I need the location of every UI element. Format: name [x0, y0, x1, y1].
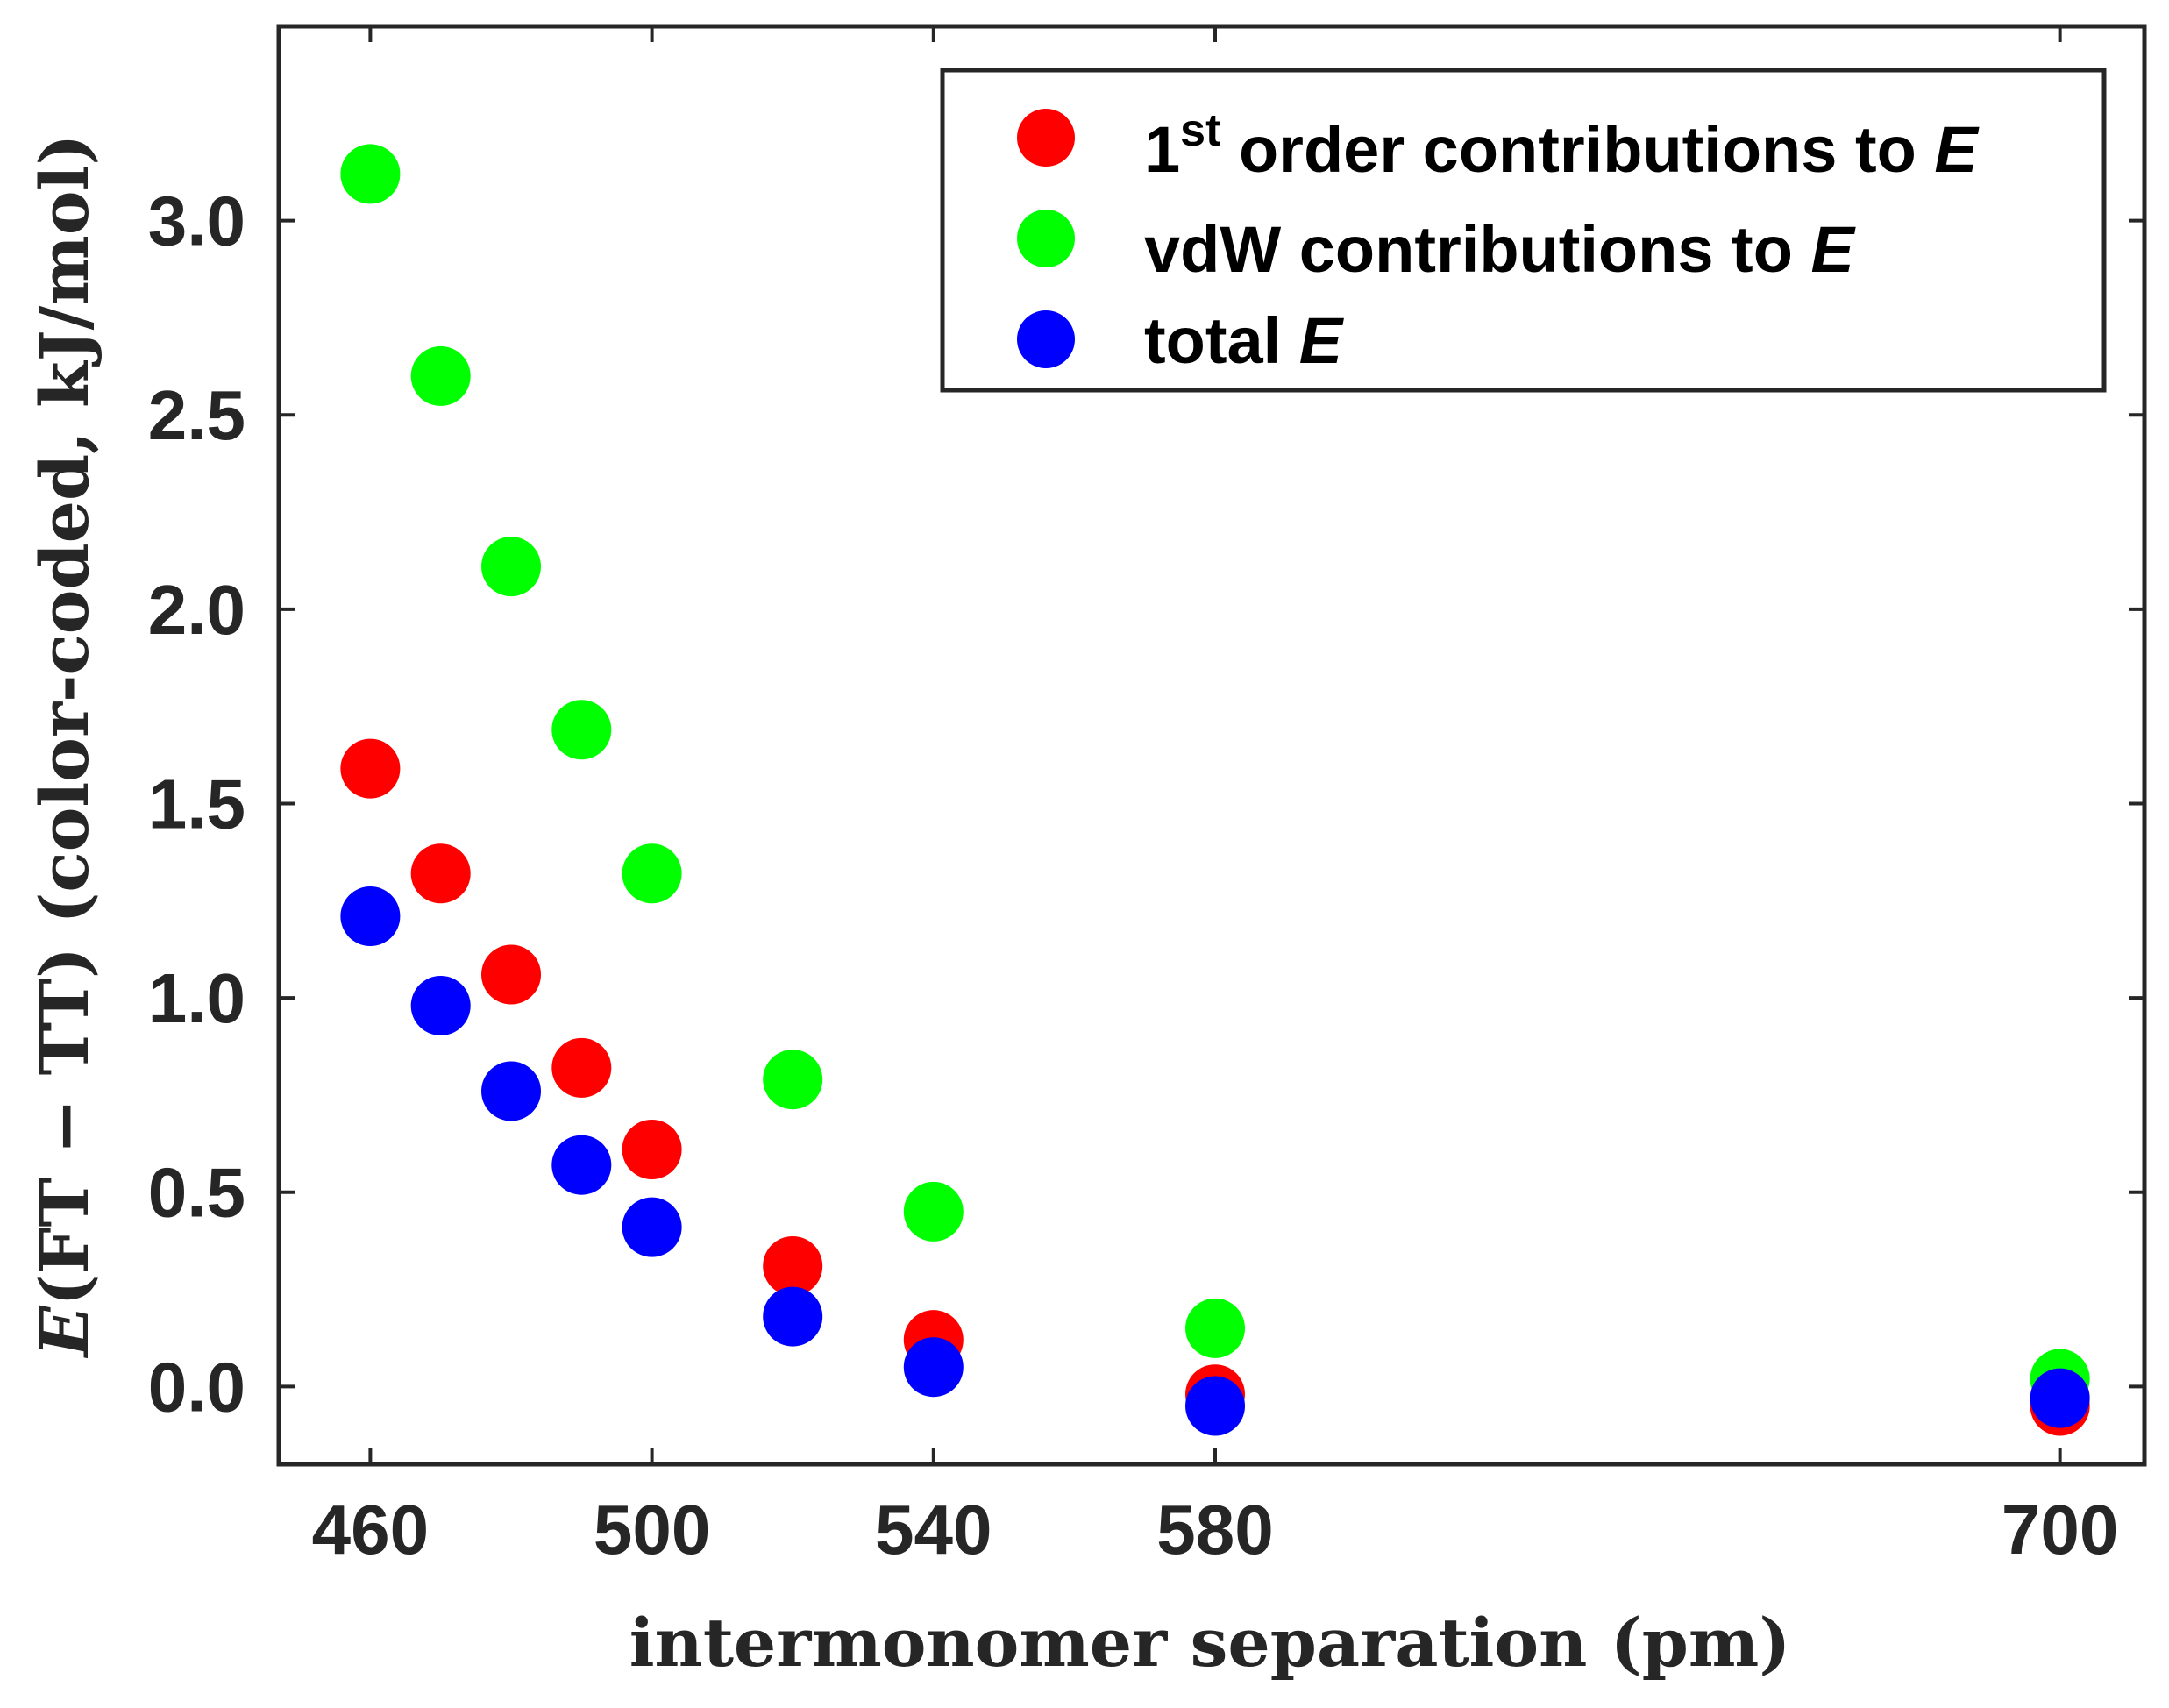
y-tick-label: 0.5 — [148, 1154, 245, 1232]
y-axis-title-symbol: E — [25, 1305, 103, 1358]
legend-label-total: total E — [1144, 304, 1345, 377]
data-points — [340, 144, 2090, 1436]
data-point — [340, 144, 401, 204]
x-tick-label: 460 — [312, 1491, 429, 1569]
data-point — [551, 1135, 612, 1195]
x-tick-label: 500 — [594, 1491, 710, 1569]
y-tick-label: 2.5 — [148, 376, 245, 454]
y-tick-label: 3.0 — [148, 182, 245, 260]
y-axis-title: E(FT − TT) (color-coded, kJ/mol) — [25, 134, 103, 1359]
data-point — [763, 1286, 823, 1347]
y-tick-label: 0.0 — [148, 1348, 245, 1426]
data-point — [622, 843, 682, 904]
legend-box — [940, 68, 2107, 393]
series-2 — [340, 886, 2090, 1436]
y-tick-labels: 0.0 0.5 1.0 1.5 2.0 2.5 3.0 — [148, 182, 245, 1427]
data-point — [551, 1037, 612, 1098]
data-point — [1185, 1376, 1246, 1436]
data-point — [410, 975, 471, 1035]
y-tick-label: 1.5 — [148, 765, 245, 843]
x-axis-title: intermonomer separation (pm) — [629, 1604, 1791, 1682]
x-tick-labels: 460 500 540 580 700 — [312, 1491, 2119, 1569]
data-point — [410, 843, 471, 904]
data-point — [763, 1235, 823, 1296]
data-point — [622, 1119, 682, 1179]
legend-marker-green — [1017, 210, 1075, 267]
data-point — [410, 345, 471, 406]
legend: 1st order contributions to E vdW contrib… — [940, 68, 2107, 393]
data-point — [480, 944, 541, 1005]
legend-marker-blue — [1017, 310, 1075, 368]
data-point — [480, 1061, 541, 1121]
x-tick-label: 580 — [1156, 1491, 1273, 1569]
legend-marker-red — [1017, 109, 1075, 167]
legend-label-1st-order: 1st order contributions to E — [1144, 105, 1980, 186]
data-point — [903, 1181, 964, 1242]
data-point — [622, 1197, 682, 1257]
series-1 — [340, 144, 2090, 1409]
data-point — [551, 700, 612, 760]
y-axis-title-text: (FT − TT) (color-coded, kJ/mol) — [25, 134, 103, 1306]
data-point — [763, 1050, 823, 1110]
y-tick-label: 2.0 — [148, 571, 245, 649]
y-tick-label: 1.0 — [148, 959, 245, 1037]
data-point — [340, 738, 401, 799]
x-tick-label: 700 — [2002, 1491, 2118, 1569]
data-point — [1185, 1298, 1246, 1358]
data-point — [340, 886, 401, 947]
x-tick-label: 540 — [875, 1491, 992, 1569]
data-point — [903, 1337, 964, 1398]
legend-label-vdw: vdW contributions to E — [1144, 213, 1856, 286]
plot-frame — [276, 24, 2147, 1467]
data-point — [2030, 1368, 2090, 1428]
axis-ticks — [279, 26, 2144, 1464]
data-point — [480, 537, 541, 597]
